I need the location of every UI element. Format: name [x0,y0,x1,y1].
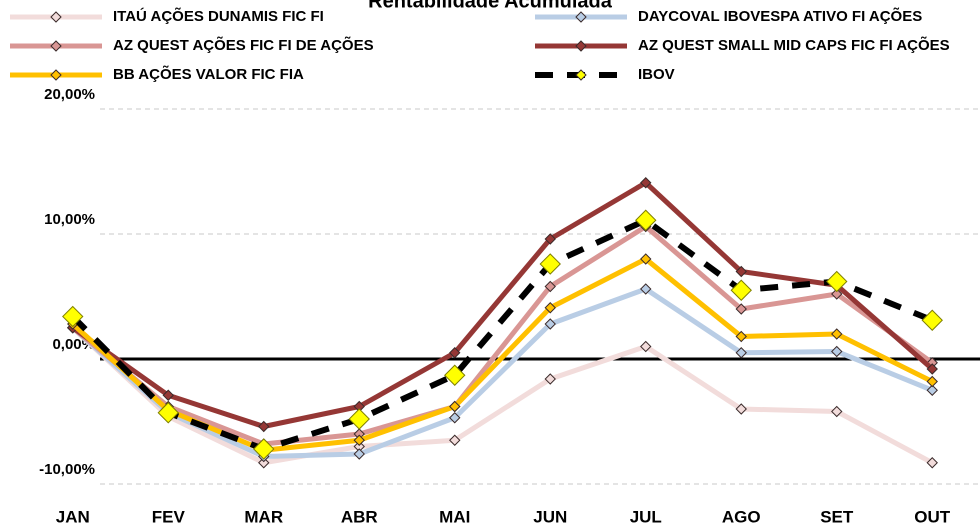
marker [735,403,747,415]
legend-label: IBOV [638,66,675,83]
marker [640,253,652,265]
series-line [71,256,934,453]
marker [735,265,747,278]
marker [635,209,657,231]
x-tick-label: MAR [244,507,283,526]
x-tick-label: AGO [722,507,761,526]
x-tick-label: MAI [439,507,470,526]
marker [258,420,270,433]
series-line [71,224,934,447]
series-line [70,217,934,452]
x-tick-label: JUL [630,507,662,526]
marker [157,402,179,424]
marker [62,305,84,328]
marker [921,309,943,331]
marker [730,279,752,301]
marker [544,318,556,330]
marker [544,280,556,293]
marker [640,283,652,295]
marker [348,408,370,430]
marker [449,434,461,446]
legend-marker [50,69,62,81]
y-tick-label: -10,00% [39,461,95,478]
marker [539,253,561,275]
x-tick-label: SET [820,507,854,526]
marker [258,457,270,469]
marker [826,270,848,293]
marker [449,400,461,413]
legend-label: BB AÇÕES VALOR FIC FIA [113,65,304,83]
marker [735,303,747,315]
marker [640,177,652,189]
legend-marker [575,11,587,23]
marker [926,457,938,469]
marker [735,347,747,359]
y-tick-label: 10,00% [44,211,95,228]
x-tick-label: JAN [56,507,90,526]
marker [544,373,556,385]
legend-marker [575,69,587,81]
legend-marker [50,40,62,52]
marker [831,288,843,300]
y-tick-label: 20,00% [44,86,95,103]
legend-label: ITAÚ AÇÕES DUNAMIS FIC FI [113,7,324,25]
marker [926,363,938,375]
chart-title: Rentabilidade Acumulada [368,0,613,12]
marker [544,233,556,245]
legend-label: AZ QUEST SMALL MID CAPS FIC FI AÇÕES [638,36,950,54]
marker [831,328,843,340]
series-line [71,180,934,429]
x-tick-label: FEV [152,507,186,526]
marker [162,389,174,401]
marker [353,448,365,460]
marker [831,405,843,418]
legend-label: AZ QUEST AÇÕES FIC FI DE AÇÕES [113,36,374,54]
marker [444,364,466,386]
x-tick-label: OUT [914,507,951,526]
x-tick-label: ABR [341,507,378,526]
legend-marker [50,11,62,23]
marker [449,347,461,359]
marker [353,434,365,446]
series-line [71,325,934,466]
marker [831,345,843,358]
marker [926,384,938,396]
marker [640,340,652,353]
x-tick-label: JUN [533,507,567,526]
marker [253,438,275,460]
legend-label: DAYCOVAL IBOVESPA ATIVO FI AÇÕES [638,7,922,25]
legend-marker [575,40,587,52]
series-line [71,286,934,459]
marker [735,330,747,343]
marker [449,412,461,424]
marker [544,302,556,314]
marker [926,375,938,388]
